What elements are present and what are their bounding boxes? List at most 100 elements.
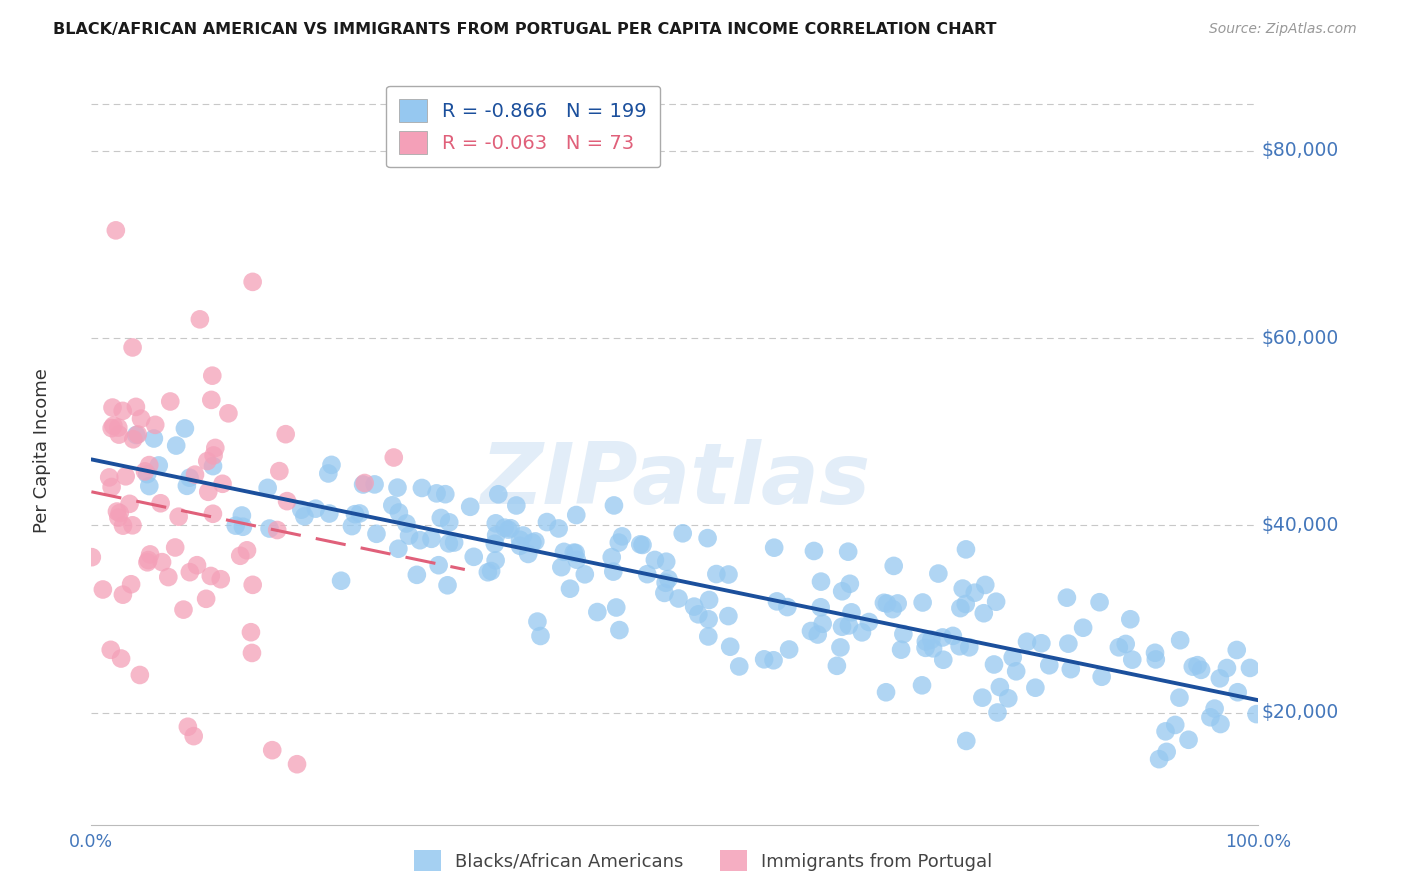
Point	[231, 508, 253, 523]
Point	[586, 605, 609, 619]
Point	[574, 567, 596, 582]
Point	[1115, 637, 1137, 651]
Point	[100, 480, 122, 494]
Point	[381, 498, 404, 512]
Point	[463, 549, 485, 564]
Point	[395, 516, 418, 531]
Point	[512, 528, 534, 542]
Point	[858, 615, 880, 629]
Point	[138, 479, 160, 493]
Point	[752, 652, 775, 666]
Point	[1119, 612, 1142, 626]
Point	[142, 432, 165, 446]
Point	[609, 623, 631, 637]
Point	[101, 401, 124, 415]
Point	[886, 596, 908, 610]
Point	[973, 606, 995, 620]
Point	[318, 507, 340, 521]
Point	[1156, 745, 1178, 759]
Point	[125, 400, 148, 414]
Point	[411, 481, 433, 495]
Point	[136, 555, 159, 569]
Point	[600, 550, 623, 565]
Point	[1056, 591, 1078, 605]
Point	[121, 518, 143, 533]
Point	[972, 690, 994, 705]
Point	[550, 560, 572, 574]
Point	[426, 486, 449, 500]
Point	[717, 609, 740, 624]
Point	[963, 585, 986, 599]
Point	[1001, 650, 1024, 665]
Point	[486, 487, 509, 501]
Point	[290, 502, 312, 516]
Point	[955, 734, 977, 748]
Point	[522, 535, 544, 549]
Text: ZIPatlas: ZIPatlas	[479, 439, 870, 522]
Point	[107, 510, 129, 524]
Point	[111, 588, 134, 602]
Text: $80,000: $80,000	[1261, 141, 1339, 161]
Point	[952, 582, 974, 596]
Point	[1057, 637, 1080, 651]
Point	[430, 511, 453, 525]
Point	[1209, 671, 1232, 685]
Point	[200, 392, 222, 407]
Point	[1024, 681, 1046, 695]
Point	[262, 743, 284, 757]
Point	[997, 691, 1019, 706]
Point	[1060, 662, 1083, 676]
Point	[558, 582, 581, 596]
Point	[242, 578, 264, 592]
Point	[104, 223, 127, 237]
Point	[974, 578, 997, 592]
Point	[183, 729, 205, 743]
Point	[728, 659, 751, 673]
Point	[602, 565, 624, 579]
Point	[718, 640, 741, 654]
Point	[177, 720, 200, 734]
Point	[439, 516, 461, 530]
Point	[201, 368, 224, 383]
Point	[949, 639, 972, 653]
Point	[1091, 670, 1114, 684]
Point	[127, 427, 149, 442]
Point	[914, 640, 936, 655]
Point	[922, 641, 945, 656]
Point	[986, 706, 1008, 720]
Point	[159, 394, 181, 409]
Point	[1187, 658, 1209, 673]
Point	[197, 484, 219, 499]
Point	[343, 507, 366, 521]
Point	[807, 627, 830, 641]
Point	[157, 570, 180, 584]
Point	[883, 558, 905, 573]
Point	[274, 427, 297, 442]
Point	[485, 528, 508, 542]
Point	[1071, 621, 1094, 635]
Point	[349, 507, 371, 521]
Point	[547, 521, 569, 535]
Point	[458, 500, 481, 514]
Point	[211, 476, 233, 491]
Point	[526, 615, 548, 629]
Point	[610, 529, 633, 543]
Point	[143, 417, 166, 432]
Point	[276, 494, 298, 508]
Point	[565, 508, 588, 522]
Point	[524, 534, 547, 549]
Point	[810, 600, 832, 615]
Point	[1121, 653, 1143, 667]
Point	[305, 501, 328, 516]
Point	[330, 574, 353, 588]
Point	[111, 404, 134, 418]
Point	[398, 528, 420, 542]
Point	[841, 605, 863, 619]
Point	[388, 506, 411, 520]
Point	[209, 572, 232, 586]
Text: Per Capita Income: Per Capita Income	[34, 368, 52, 533]
Point	[201, 507, 224, 521]
Point	[927, 566, 949, 581]
Point	[174, 421, 197, 435]
Point	[434, 487, 457, 501]
